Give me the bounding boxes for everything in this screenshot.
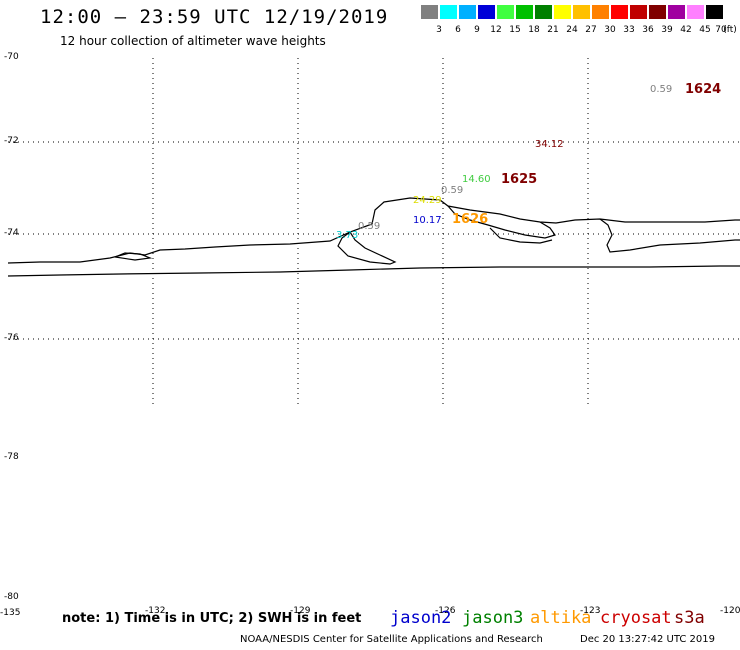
swh-value: 14.60 <box>462 174 491 185</box>
page-title: 12:00 – 23:59 UTC 12/19/2019 <box>40 6 389 28</box>
scale-label: 39 <box>661 25 673 35</box>
scale-label: 18 <box>528 25 540 35</box>
swh-value: 0.59 <box>441 185 464 196</box>
satellite-legend-cryosat: cryosat <box>600 608 672 628</box>
swh-value: 10.17 <box>413 215 442 226</box>
swh-value: 0.59 <box>650 84 673 95</box>
lon-label: -135 <box>0 608 21 618</box>
lon-label: -132 <box>145 606 166 616</box>
scale-swatch <box>497 5 514 19</box>
time-label: 1626 <box>452 212 489 227</box>
scale-swatch <box>668 5 685 19</box>
scale-label: 36 <box>642 25 654 35</box>
satellite-legend-jason3: jason3 <box>462 608 524 628</box>
scale-swatch <box>630 5 647 19</box>
satellite-legend-jason2: jason2 <box>390 608 452 628</box>
lon-label: -129 <box>290 606 311 616</box>
swh-value: 24.29 <box>413 195 442 206</box>
scale-swatch <box>592 5 609 19</box>
scale-swatch <box>554 5 571 19</box>
scale-swatch <box>649 5 666 19</box>
scale-swatch <box>478 5 495 19</box>
scale-label: 6 <box>455 25 461 35</box>
lat-label: -78 <box>4 452 19 462</box>
swh-value: 3.73 <box>336 230 359 241</box>
generation-timestamp: Dec 20 13:27:42 UTC 2019 <box>580 634 715 645</box>
units-note: note: 1) Time is in UTC; 2) SWH is in fe… <box>62 611 362 626</box>
scale-label: 30 <box>604 25 616 35</box>
scale-swatch <box>573 5 590 19</box>
scale-swatch <box>440 5 457 19</box>
time-label: 1625 <box>501 172 538 187</box>
coastline <box>7 197 740 277</box>
scale-label: 70 <box>715 25 727 35</box>
lat-label: -70 <box>4 52 19 62</box>
page-subtitle: 12 hour collection of altimeter wave hei… <box>60 34 326 48</box>
lat-label: -80 <box>4 592 19 602</box>
scale-swatch <box>459 5 476 19</box>
swh-value: 0.59 <box>358 221 381 232</box>
satellite-legend-altika: altika <box>530 608 592 628</box>
swh-value: 34.12 <box>535 139 564 150</box>
scale-unit: (ft) <box>723 25 737 35</box>
scale-label: 15 <box>509 25 521 35</box>
scale-swatch <box>706 5 723 19</box>
satellite-legend-s3a: s3a <box>674 608 705 628</box>
scale-label: 24 <box>566 25 578 35</box>
scale-swatch <box>687 5 704 19</box>
scale-label: 42 <box>680 25 692 35</box>
scale-label: 9 <box>474 25 480 35</box>
lat-label: -72 <box>4 136 19 146</box>
scale-label: 33 <box>623 25 635 35</box>
lon-label: -123 <box>580 606 601 616</box>
time-label: 1624 <box>685 82 722 97</box>
lon-label: -120 <box>720 606 740 616</box>
lat-label: -74 <box>4 228 19 238</box>
scale-label: 45 <box>699 25 711 35</box>
scale-label: 3 <box>436 25 442 35</box>
scale-swatch <box>611 5 628 19</box>
scale-label: 12 <box>490 25 502 35</box>
scale-swatch <box>421 5 438 19</box>
credit-line: NOAA/NESDIS Center for Satellite Applica… <box>240 634 543 645</box>
graticule <box>8 58 740 408</box>
scale-swatch <box>516 5 533 19</box>
scale-label: 21 <box>547 25 559 35</box>
scale-label: 27 <box>585 25 597 35</box>
lat-label: -76 <box>4 333 19 343</box>
scale-swatch <box>535 5 552 19</box>
lon-label: -126 <box>435 606 456 616</box>
